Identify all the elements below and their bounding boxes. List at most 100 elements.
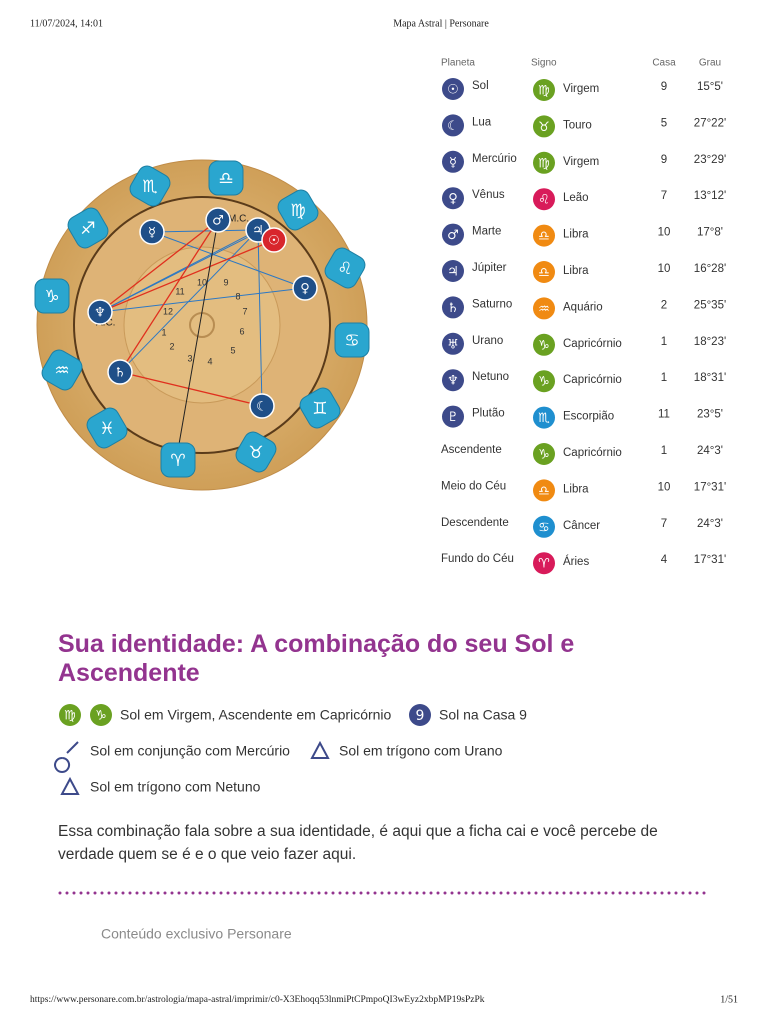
sign-name: Libra (563, 229, 589, 241)
sign-glyph: ♉ (248, 443, 263, 463)
print-title: Mapa Astral | Personare (393, 18, 489, 29)
planet-glyph: ♄ (114, 366, 126, 381)
planet-name: Vênus (472, 189, 505, 201)
point-name: Fundo do Céu (441, 553, 514, 565)
sign-icon-bg (533, 151, 555, 174)
sign-badge (208, 160, 244, 196)
page-number: 1/51 (720, 994, 738, 1005)
section-title: Sua identidade: A combinação do seu Sol … (58, 630, 575, 687)
planet-icon-bg (442, 150, 464, 173)
planet-icon: ♆ (447, 374, 459, 389)
house: 1 (661, 372, 667, 384)
sign-name: Capricórnio (563, 338, 622, 350)
sign-name: Aquário (563, 301, 603, 313)
house-number: 3 (187, 353, 192, 363)
planet-glyph: ♀ (300, 282, 310, 297)
degree: 27°22' (694, 117, 726, 129)
exclusive-note: Conteúdo exclusivo Personare (101, 926, 292, 942)
degree: 23°29' (694, 154, 726, 166)
footer-url: https://www.personare.com.br/astrologia/… (30, 995, 485, 1005)
house: 9 (661, 154, 667, 166)
sign-icon: ♈ (538, 557, 550, 572)
tag-text: Sol em trígono com Urano (339, 743, 503, 759)
planet-name: Júpiter (472, 262, 507, 274)
degree: 18°23' (694, 336, 726, 348)
tag-text: Sol em trígono com Netuno (90, 779, 261, 795)
house-number: 12 (163, 306, 173, 316)
degree: 16°28' (694, 263, 726, 275)
planet-glyph: ☾ (256, 400, 268, 415)
planet-name: Marte (472, 226, 501, 238)
planet-badge (107, 359, 133, 385)
tag-text: Sol na Casa 9 (439, 707, 527, 723)
tag-icon: 9 (416, 708, 425, 724)
aspect-line (99, 239, 275, 313)
degree: 25°35' (694, 299, 726, 311)
house: 5 (661, 117, 667, 129)
sign-badge (67, 207, 109, 249)
planet-icon-bg (442, 405, 464, 428)
sign-icon: ♎ (538, 229, 550, 244)
tag-icon-bg (59, 704, 81, 726)
planet-icon: ♂ (447, 228, 459, 243)
sign-name: Touro (563, 119, 592, 131)
aspect-line (257, 229, 263, 407)
mc-label: M.C. (228, 214, 249, 225)
sign-badge (299, 387, 341, 429)
sign-badge (86, 407, 128, 449)
planet-icon-bg (442, 223, 464, 246)
sign-icon: ♌ (538, 193, 550, 208)
sign-name: Câncer (563, 520, 600, 532)
sign-icon-bg (533, 261, 555, 283)
print-date: 11/07/2024, 14:01 (30, 18, 103, 29)
sign-icon: ♎ (538, 266, 550, 281)
aspect-line (119, 219, 219, 373)
planet-icon: ♇ (447, 410, 459, 425)
sign-name: Libra (563, 483, 589, 495)
degree: 24°3' (697, 445, 723, 457)
planet-icon: ♀ (448, 192, 458, 207)
planet-icon: ☾ (447, 119, 459, 134)
house: 11 (658, 409, 670, 421)
house: 10 (658, 481, 671, 493)
planet-name: Plutão (472, 408, 505, 420)
house: 10 (658, 263, 671, 275)
sign-name: Escorpião (563, 411, 614, 423)
degree: 17°31' (694, 481, 726, 493)
planet-badge (205, 207, 231, 233)
section-paragraph: Essa combinação fala sobre a sua identid… (58, 823, 658, 863)
sign-badge (129, 165, 171, 207)
house-number: 6 (239, 326, 244, 336)
sign-icon: ♑ (538, 448, 550, 463)
column-header: Grau (699, 58, 721, 69)
planet-icon: ♅ (447, 337, 459, 352)
planet-name: Saturno (472, 298, 512, 310)
sign-icon-bg (533, 552, 555, 575)
column-header: Planeta (441, 58, 475, 69)
house: 4 (661, 554, 668, 566)
aspect-line (99, 287, 306, 313)
planet-name: Mercúrio (472, 153, 517, 165)
sign-icon: ♏ (538, 411, 550, 426)
wheel: ♎♏♐♑♒♓♈♉♊♋♌♍111098127162534M.C.A.C.☿♂♃☉♀… (34, 159, 370, 491)
house: 7 (661, 518, 667, 530)
axis-line (177, 219, 219, 451)
planet-icon-bg (442, 114, 464, 137)
sign-glyph: ♐ (80, 219, 95, 239)
aspect-line (119, 229, 259, 373)
planet-icon: ☿ (449, 155, 457, 170)
planet-icon-bg (442, 332, 464, 355)
house: 9 (661, 81, 667, 93)
tag-text: Sol em conjunção com Mercúrio (90, 743, 290, 759)
house-number: 10 (197, 277, 207, 287)
sign-name: Virgem (563, 156, 599, 168)
sign-icon-bg (533, 370, 555, 393)
sign-icon-bg (533, 115, 555, 138)
sign-name: Virgem (563, 83, 599, 95)
sign-icon-bg (533, 333, 555, 356)
planet-glyph: ♂ (212, 214, 224, 229)
point-name: Descendente (441, 517, 509, 529)
house-number: 4 (207, 356, 212, 366)
sign-badge (160, 442, 196, 478)
